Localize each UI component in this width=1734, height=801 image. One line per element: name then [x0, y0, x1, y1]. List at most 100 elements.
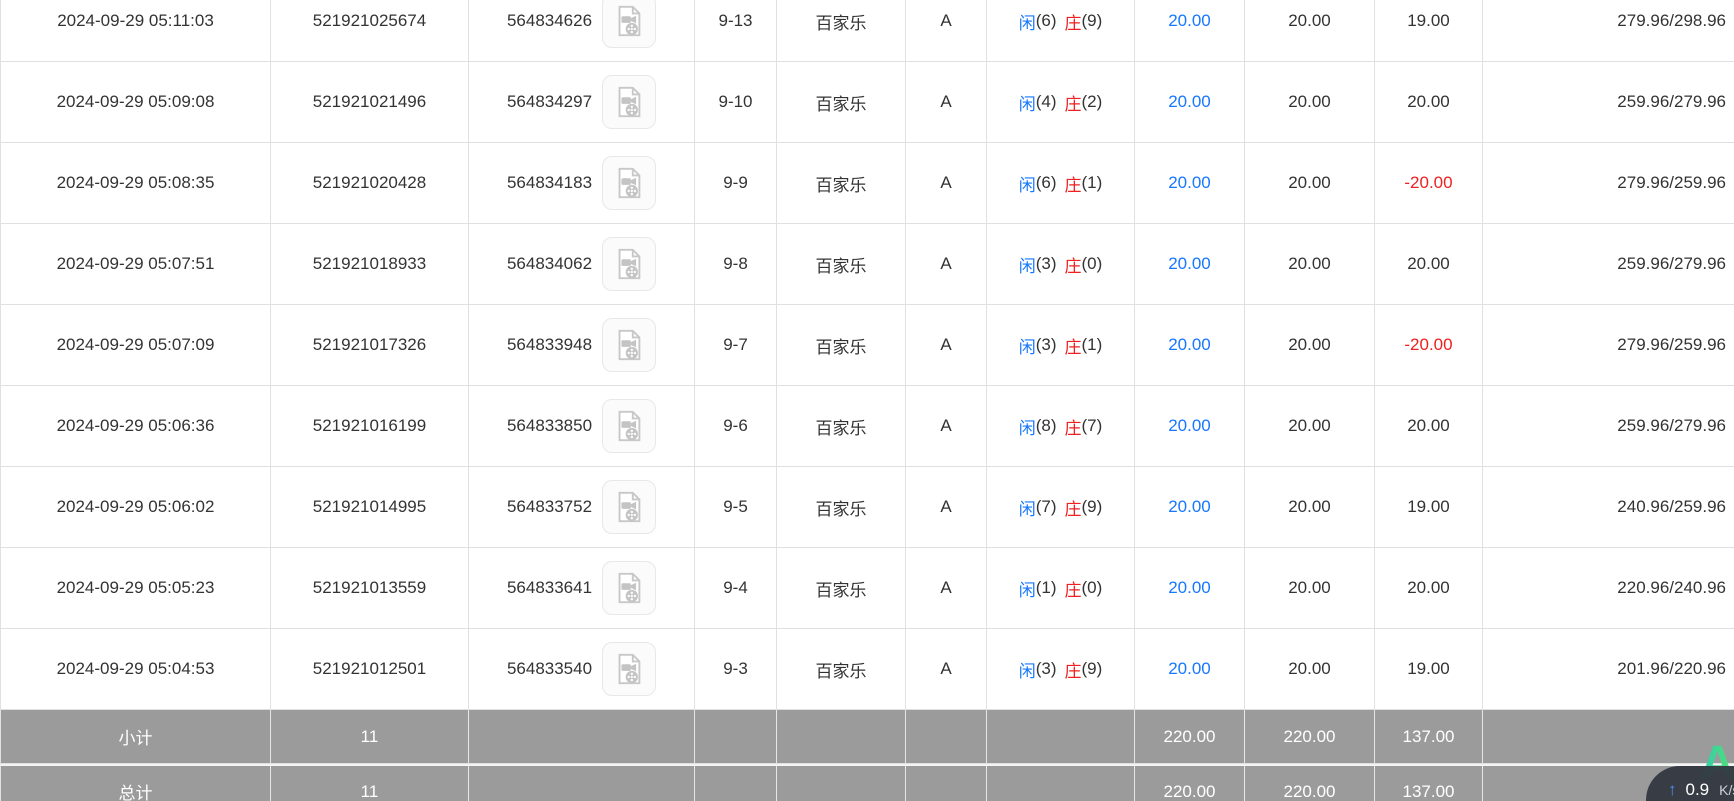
bet-amount-link[interactable]: 20.00 — [1168, 578, 1211, 597]
cell-table: A — [906, 62, 987, 142]
round-number: 9-5 — [723, 497, 748, 516]
player-result: 闲 (3) — [1019, 657, 1057, 682]
valid-bet-amount: 20.00 — [1288, 92, 1331, 111]
cell-summary-winloss: 137.00 — [1375, 710, 1483, 763]
cell-summary-bet: 220.00 — [1135, 766, 1245, 801]
player-label: 闲 — [1018, 661, 1036, 681]
video-replay-button[interactable] — [602, 75, 657, 129]
bet-time: 2024-09-29 05:06:02 — [56, 497, 215, 516]
video-replay-button[interactable] — [602, 237, 657, 291]
table-name: A — [940, 11, 952, 30]
game-number: 564834297 — [506, 92, 593, 111]
table-name: A — [940, 659, 952, 678]
banker-score: (0) — [1081, 578, 1103, 597]
cell-summary-count: 11 — [271, 710, 469, 763]
bet-time: 2024-09-29 05:09:08 — [56, 92, 215, 111]
game-type: 百家乐 — [815, 418, 867, 438]
banker-result: 庄 (0) — [1065, 576, 1103, 601]
cell-summary-valid: 220.00 — [1245, 766, 1375, 801]
cell-balance: 259.96/279.96 — [1483, 62, 1734, 142]
game-result: 闲 (4) 庄 (2) — [1019, 90, 1103, 115]
cell-round: 9-8 — [695, 224, 777, 304]
order-number: 521921013559 — [312, 578, 427, 597]
cell-valid-bet: 20.00 — [1245, 0, 1375, 61]
bet-amount-link[interactable]: 20.00 — [1168, 497, 1211, 516]
cell-empty — [906, 710, 987, 763]
cell-valid-bet: 20.00 — [1245, 143, 1375, 223]
summary-bet-total: 220.00 — [1163, 781, 1216, 801]
table-name: A — [940, 497, 952, 516]
game-number: 564833641 — [506, 578, 593, 597]
bet-amount-link[interactable]: 20.00 — [1168, 254, 1211, 273]
video-replay-button[interactable] — [602, 0, 657, 48]
bet-amount-link[interactable]: 20.00 — [1168, 11, 1211, 30]
game-result: 闲 (8) 庄 (7) — [1019, 414, 1103, 439]
table-name: A — [940, 416, 952, 435]
player-label: 闲 — [1018, 499, 1036, 519]
order-number: 521921021496 — [312, 92, 427, 111]
banker-score: (2) — [1081, 92, 1103, 111]
cell-result: 闲 (6) 庄 (9) — [987, 0, 1135, 61]
banker-result: 庄 (0) — [1065, 252, 1103, 277]
cell-summary-winloss: 137.00 — [1375, 766, 1483, 801]
valid-bet-amount: 20.00 — [1288, 335, 1331, 354]
banker-score: (1) — [1081, 173, 1103, 192]
player-score: (4) — [1035, 92, 1057, 111]
network-speed-widget[interactable]: ↑ 0.9 K/s — [1646, 766, 1734, 801]
banker-label: 庄 — [1064, 661, 1082, 681]
order-number: 521921017326 — [312, 335, 427, 354]
summary-count: 11 — [360, 781, 379, 801]
cell-bet-amount: 20.00 — [1135, 386, 1245, 466]
cell-order-no: 521921020428 — [271, 143, 469, 223]
cell-round: 9-3 — [695, 629, 777, 709]
bet-amount-link[interactable]: 20.00 — [1168, 416, 1211, 435]
game-number: 564833850 — [506, 416, 593, 435]
player-label: 闲 — [1018, 175, 1036, 195]
table-name: A — [940, 335, 952, 354]
video-replay-button[interactable] — [602, 480, 657, 534]
video-replay-button[interactable] — [602, 561, 657, 615]
cell-balance: 279.96/259.96 — [1483, 305, 1734, 385]
cell-game-type: 百家乐 — [777, 629, 906, 709]
game-type: 百家乐 — [815, 256, 867, 276]
bet-amount-link[interactable]: 20.00 — [1168, 335, 1211, 354]
cell-result: 闲 (3) 庄 (9) — [987, 629, 1135, 709]
cell-time: 2024-09-29 05:08:35 — [1, 143, 271, 223]
summary-label: 小计 — [118, 729, 153, 748]
banker-result: 庄 (9) — [1065, 495, 1103, 520]
video-replay-button[interactable] — [602, 318, 657, 372]
cell-balance: 259.96/279.96 — [1483, 224, 1734, 304]
round-number: 9-13 — [718, 11, 753, 30]
cell-win-loss: 20.00 — [1375, 548, 1483, 628]
summary-winloss-total: 137.00 — [1402, 726, 1455, 746]
video-replay-button[interactable] — [602, 642, 657, 696]
cell-win-loss: 19.00 — [1375, 0, 1483, 61]
cell-result: 闲 (3) 庄 (1) — [987, 305, 1135, 385]
banker-result: 庄 (7) — [1065, 414, 1103, 439]
player-result: 闲 (6) — [1019, 9, 1057, 34]
balance-before-after: 279.96/298.96 — [1617, 11, 1726, 30]
cell-game-type: 百家乐 — [777, 224, 906, 304]
banker-score: (0) — [1081, 254, 1103, 273]
cell-bet-amount: 20.00 — [1135, 0, 1245, 61]
cell-game-no: 564834183 — [469, 143, 695, 223]
video-replay-button[interactable] — [602, 399, 657, 453]
cell-game-type: 百家乐 — [777, 467, 906, 547]
player-label: 闲 — [1018, 13, 1036, 33]
cell-result: 闲 (6) 庄 (1) — [987, 143, 1135, 223]
cell-order-no: 521921017326 — [271, 305, 469, 385]
game-result: 闲 (3) 庄 (9) — [1019, 657, 1103, 682]
summary-valid-total: 220.00 — [1283, 726, 1336, 746]
player-score: (3) — [1035, 335, 1057, 354]
bet-amount-link[interactable]: 20.00 — [1168, 92, 1211, 111]
cell-order-no: 521921025674 — [271, 0, 469, 61]
total-row: 总计 11 220.00 220.00 137.00 — [0, 764, 1734, 801]
player-result: 闲 (3) — [1019, 333, 1057, 358]
win-loss-amount: 20.00 — [1407, 416, 1450, 435]
bet-amount-link[interactable]: 20.00 — [1168, 659, 1211, 678]
bet-amount-link[interactable]: 20.00 — [1168, 173, 1211, 192]
table-row: 2024-09-29 05:11:03 521921025674 5648346… — [0, 0, 1734, 62]
video-replay-button[interactable] — [602, 156, 657, 210]
cell-win-loss: -20.00 — [1375, 143, 1483, 223]
round-number: 9-10 — [718, 92, 753, 111]
